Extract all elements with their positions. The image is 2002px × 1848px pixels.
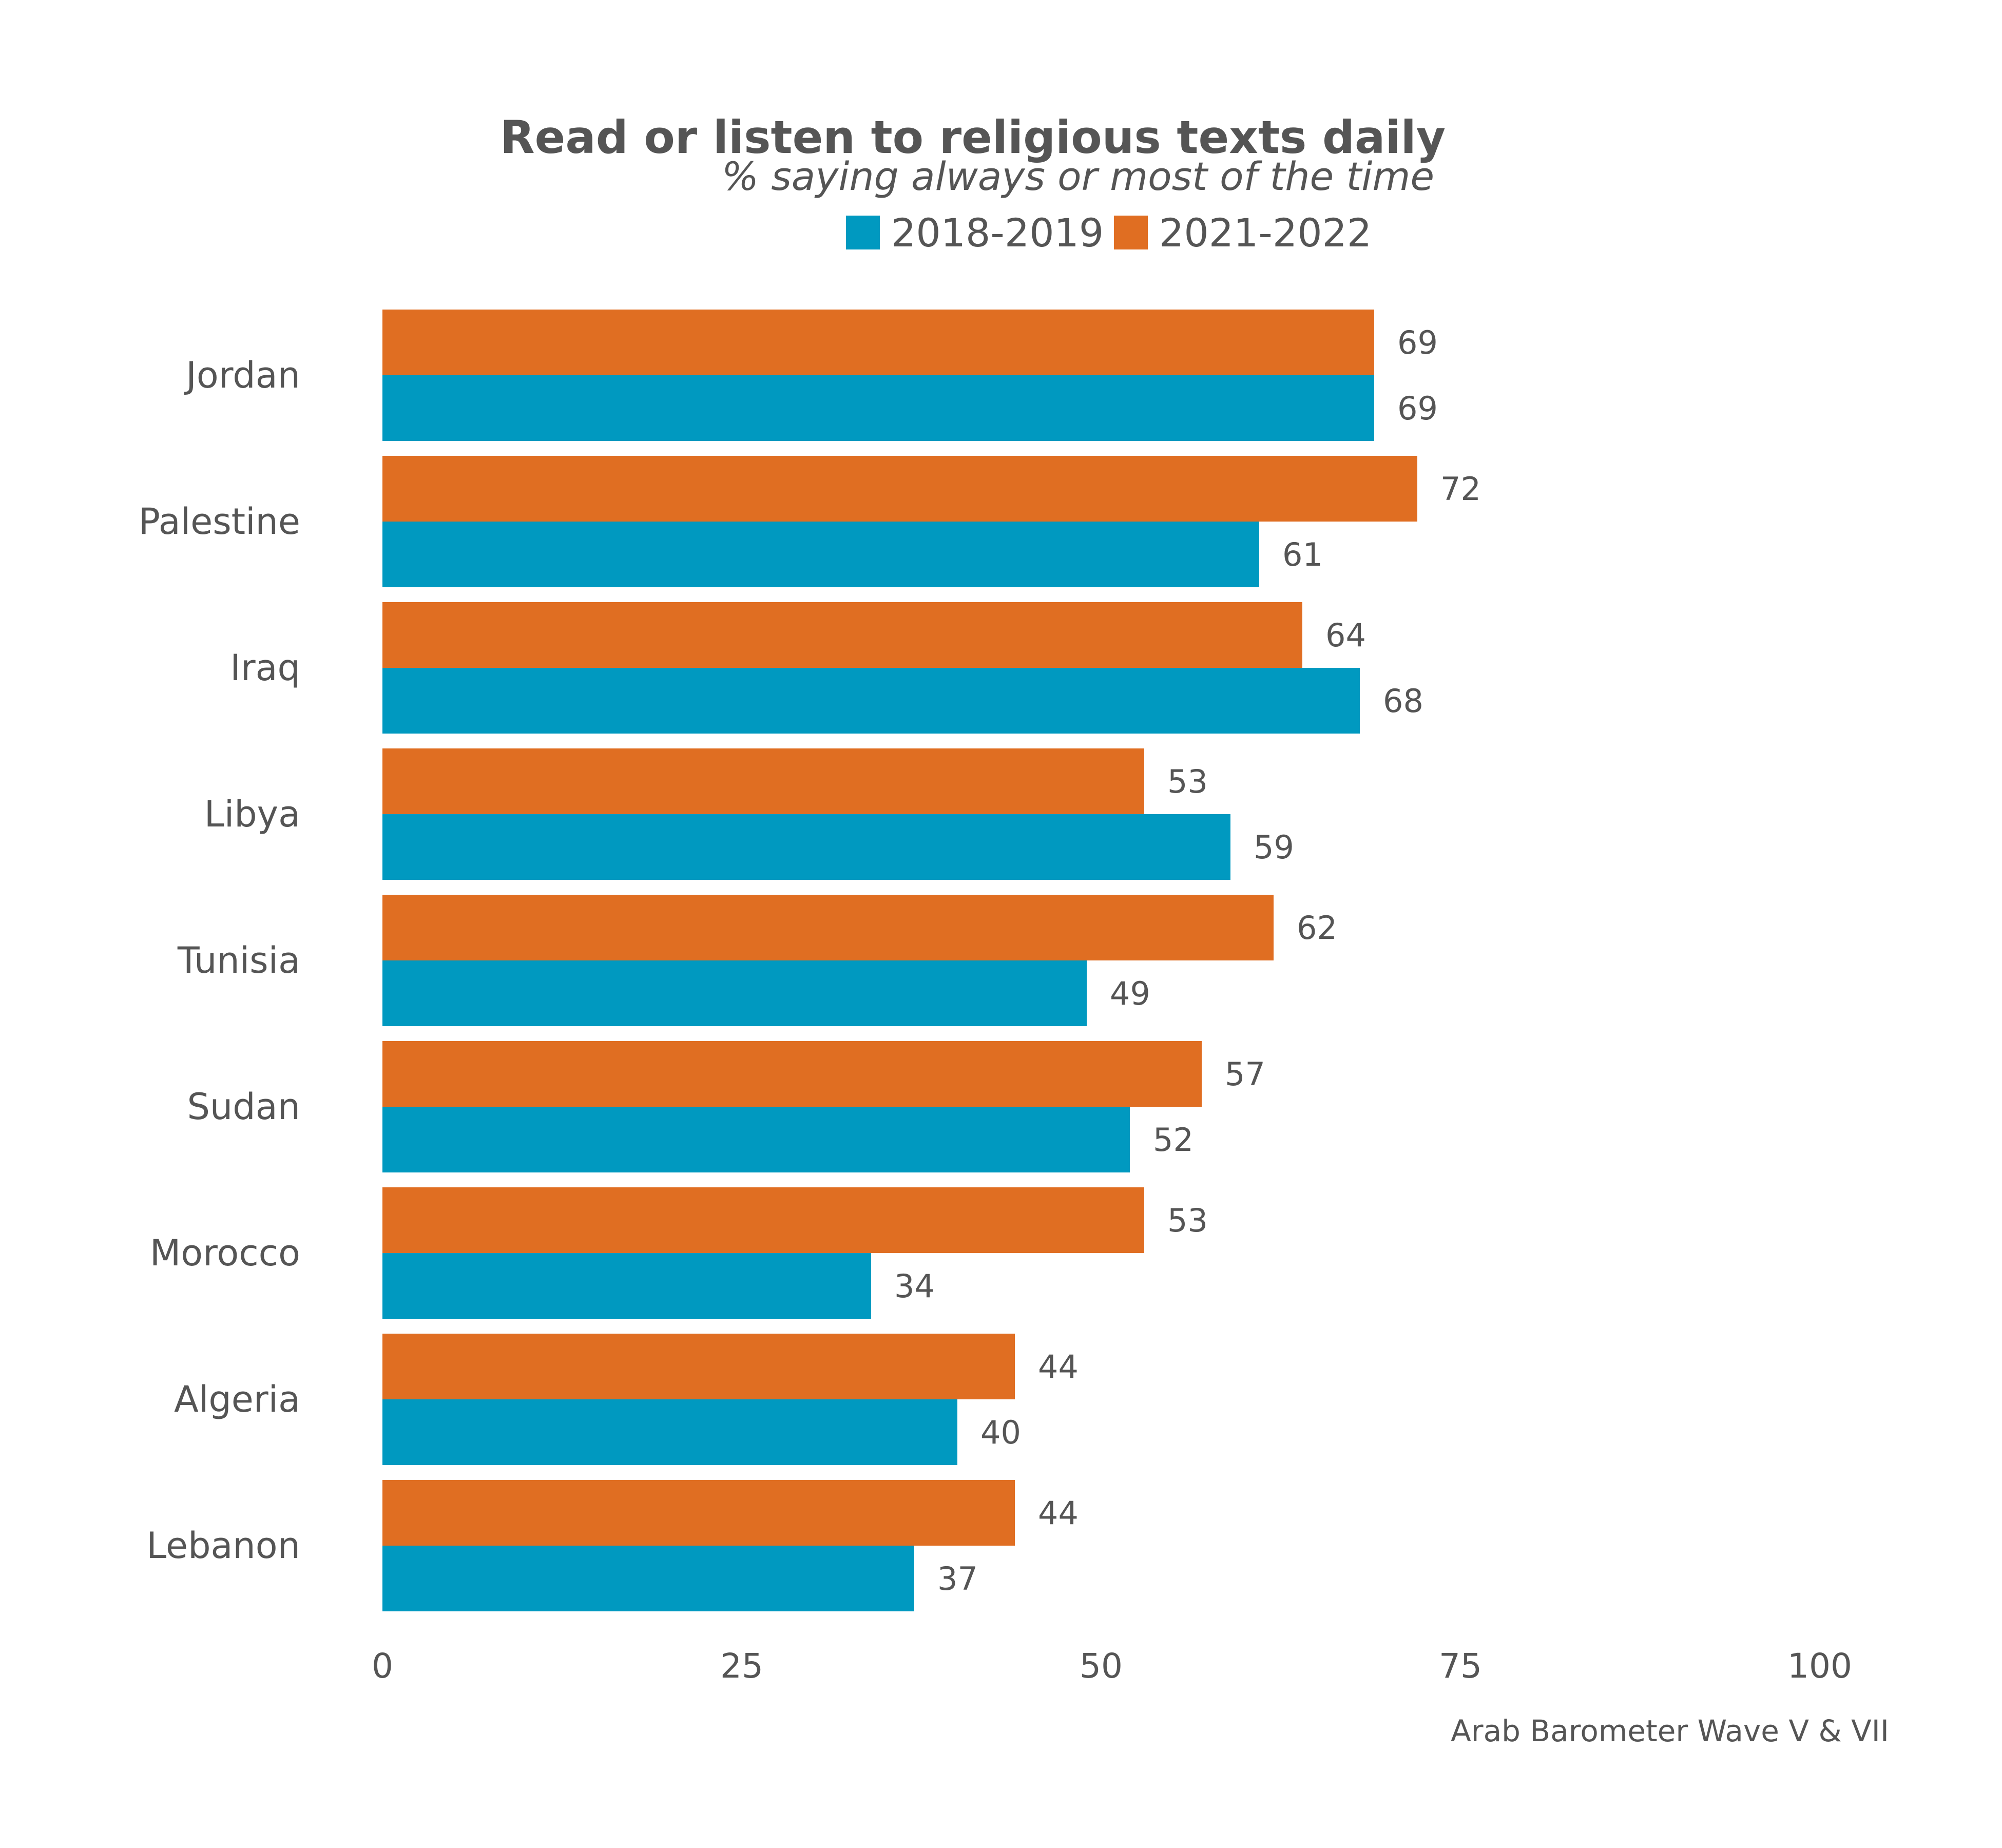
- source-note: Arab Barometer Wave V & VII: [1451, 1714, 1889, 1748]
- bars: [382, 310, 1417, 1611]
- category-label-algeria: Algeria: [174, 1378, 300, 1420]
- value-label-sudan-2021-2022: 57: [1225, 1055, 1265, 1093]
- x-tick-label-50: 50: [1080, 1646, 1123, 1686]
- value-label-tunisia-2021-2022: 62: [1297, 909, 1337, 947]
- bar-jordan-2021-2022: [382, 310, 1374, 375]
- value-label-morocco-2021-2022: 53: [1167, 1202, 1208, 1239]
- value-label-palestine-2021-2022: 72: [1440, 470, 1481, 508]
- bar-morocco-2018-2019: [382, 1253, 871, 1319]
- value-label-lebanon-2021-2022: 44: [1038, 1494, 1079, 1532]
- value-label-libya-2018-2019: 59: [1254, 829, 1294, 866]
- bar-iraq-2018-2019: [382, 668, 1360, 734]
- x-tick-label-75: 75: [1439, 1646, 1482, 1686]
- bar-iraq-2021-2022: [382, 602, 1302, 668]
- category-label-palestine: Palestine: [139, 500, 300, 543]
- bar-libya-2021-2022: [382, 748, 1144, 814]
- category-label-libya: Libya: [204, 793, 300, 835]
- value-label-lebanon-2018-2019: 37: [937, 1560, 978, 1597]
- value-label-iraq-2021-2022: 64: [1325, 617, 1366, 654]
- chart-title: Read or listen to religious texts daily: [500, 111, 1446, 164]
- x-axis: 0 25 50 75 100: [372, 1646, 1852, 1686]
- legend-label-2018-2019: 2018-2019: [891, 210, 1104, 256]
- chart-subtitle: % saying always or most of the time: [722, 153, 1434, 199]
- bar-lebanon-2018-2019: [382, 1546, 914, 1611]
- bar-libya-2018-2019: [382, 814, 1230, 880]
- bar-tunisia-2018-2019: [382, 960, 1087, 1026]
- value-label-tunisia-2018-2019: 49: [1110, 975, 1150, 1012]
- bar-sudan-2021-2022: [382, 1041, 1202, 1107]
- x-tick-label-100: 100: [1787, 1646, 1852, 1686]
- bar-tunisia-2021-2022: [382, 895, 1274, 960]
- value-label-algeria-2018-2019: 40: [980, 1414, 1021, 1451]
- category-label-jordan: Jordan: [184, 354, 300, 396]
- legend: 2018-2019 2021-2022: [846, 210, 1372, 256]
- value-label-palestine-2018-2019: 61: [1282, 536, 1323, 573]
- value-label-algeria-2021-2022: 44: [1038, 1348, 1079, 1385]
- bar-morocco-2021-2022: [382, 1187, 1144, 1253]
- category-label-tunisia: Tunisia: [177, 939, 300, 981]
- value-label-sudan-2018-2019: 52: [1153, 1121, 1194, 1159]
- category-label-morocco: Morocco: [150, 1232, 300, 1274]
- value-label-morocco-2018-2019: 34: [894, 1267, 935, 1305]
- legend-swatch-2021-2022: [1114, 216, 1148, 249]
- x-tick-label-25: 25: [720, 1646, 763, 1686]
- bar-algeria-2021-2022: [382, 1334, 1015, 1399]
- value-label-jordan-2021-2022: 69: [1397, 324, 1438, 361]
- value-label-libya-2021-2022: 53: [1167, 763, 1208, 800]
- bar-palestine-2021-2022: [382, 456, 1417, 522]
- x-tick-label-0: 0: [372, 1646, 393, 1686]
- value-label-jordan-2018-2019: 69: [1397, 390, 1438, 427]
- bar-jordan-2018-2019: [382, 375, 1374, 441]
- legend-label-2021-2022: 2021-2022: [1159, 210, 1372, 256]
- bar-lebanon-2021-2022: [382, 1480, 1015, 1546]
- value-labels: 69 69 72 61 64 68 53 59 62 49 57 52 53 34 44 40 44 37: [894, 324, 1481, 1597]
- category-labels: Jordan Palestine Iraq Libya Tunisia Sudan Moro…: [139, 354, 300, 1567]
- bar-algeria-2018-2019: [382, 1399, 957, 1465]
- value-label-iraq-2018-2019: 68: [1383, 682, 1423, 720]
- legend-swatch-2018-2019: [846, 216, 880, 249]
- category-label-lebanon: Lebanon: [146, 1525, 300, 1567]
- bar-palestine-2018-2019: [382, 522, 1259, 587]
- category-label-iraq: Iraq: [230, 647, 300, 689]
- bar-sudan-2018-2019: [382, 1107, 1130, 1172]
- category-label-sudan: Sudan: [187, 1086, 301, 1128]
